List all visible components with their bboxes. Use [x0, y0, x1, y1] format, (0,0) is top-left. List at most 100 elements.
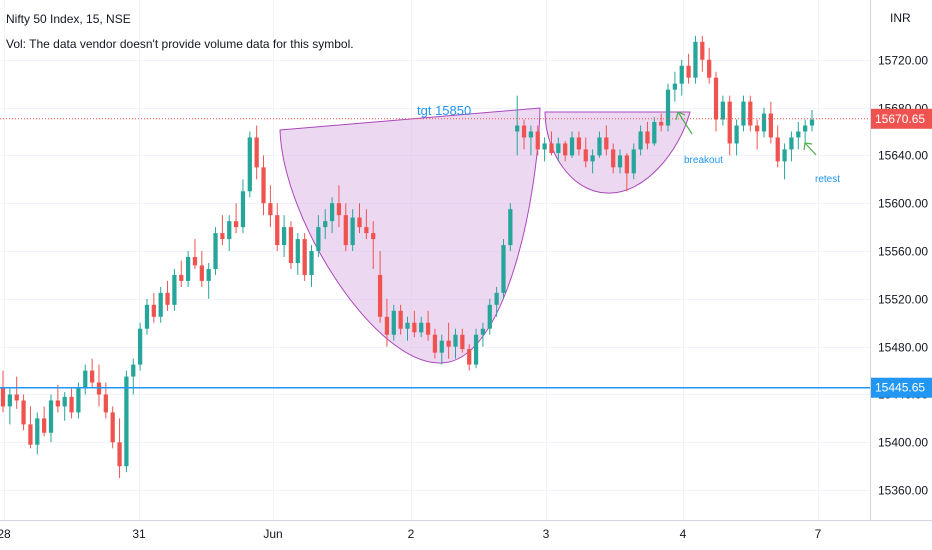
candle — [48, 394, 54, 443]
candle — [309, 245, 314, 287]
candle — [755, 119, 760, 150]
candle — [144, 298, 150, 335]
currency-label: INR — [890, 11, 911, 25]
candle — [727, 95, 732, 156]
candle — [748, 95, 753, 132]
candle — [707, 47, 712, 84]
candle — [103, 382, 108, 419]
time-tick-label: 31 — [132, 527, 146, 541]
candle — [665, 83, 671, 132]
candle — [460, 328, 465, 353]
time-tick-label: 2 — [408, 527, 415, 541]
candle — [69, 388, 74, 419]
retest-arrowhead-icon — [803, 142, 813, 151]
candle — [398, 304, 403, 335]
candle — [42, 406, 47, 437]
candle — [295, 233, 300, 275]
candle — [233, 203, 239, 234]
cup-and-handle-pattern — [279, 107, 691, 364]
candle — [487, 298, 492, 335]
candle — [494, 286, 499, 317]
candle — [329, 197, 335, 234]
svg-text:15445.65: 15445.65 — [875, 381, 925, 395]
candle — [343, 203, 348, 252]
candle — [761, 107, 767, 138]
candle — [425, 310, 431, 341]
candle — [789, 131, 794, 162]
candle — [199, 251, 204, 287]
time-tick-label: 7 — [815, 527, 822, 541]
candle — [508, 203, 513, 252]
candle — [679, 59, 684, 96]
candle — [275, 203, 280, 252]
candle — [583, 137, 588, 168]
candle — [611, 143, 616, 174]
candle — [165, 280, 170, 311]
candle — [700, 35, 705, 72]
candle — [227, 215, 232, 252]
candle — [0, 370, 6, 413]
candle — [110, 406, 115, 449]
candle — [672, 71, 678, 102]
candle — [453, 328, 458, 359]
candle — [371, 221, 376, 269]
candle — [377, 251, 383, 323]
candle — [720, 95, 725, 126]
last-price-badge: 15670.65 — [871, 108, 932, 129]
candle — [357, 203, 362, 234]
candle — [782, 143, 787, 180]
candle — [473, 328, 479, 369]
candle — [90, 358, 95, 389]
candle — [55, 384, 60, 413]
candle — [624, 153, 630, 192]
candle — [556, 137, 561, 162]
cup-shape — [279, 107, 541, 364]
candle — [597, 131, 602, 158]
candle — [796, 121, 801, 150]
candle — [645, 121, 650, 150]
candle — [220, 215, 225, 246]
breakout-arrow-icon — [677, 111, 693, 135]
price-tick-label: 15560.00 — [878, 245, 928, 259]
candle — [247, 131, 252, 198]
time-tick-label: Jun — [263, 527, 282, 541]
candle — [501, 239, 506, 299]
time-scale[interactable]: 28 31 Jun 2 3 4 7 — [0, 527, 822, 541]
price-tick-label: 15640.00 — [878, 149, 928, 163]
candle — [419, 316, 424, 338]
candle — [158, 286, 163, 323]
time-tick-label: 3 — [543, 527, 550, 541]
candle — [521, 119, 527, 150]
candle — [631, 143, 636, 180]
retest-annotation: retest — [815, 174, 840, 185]
candle — [336, 185, 342, 228]
candle — [535, 125, 540, 156]
candle — [83, 364, 88, 395]
candle — [809, 109, 815, 132]
candle — [350, 209, 355, 252]
candle — [405, 316, 410, 341]
candle — [35, 412, 40, 455]
volume-legend: Vol: The data vendor doesn't provide vol… — [6, 37, 354, 51]
price-tick-label: 15720.00 — [878, 54, 928, 68]
candle — [302, 233, 307, 281]
candle — [172, 268, 177, 311]
target-annotation: tgt 15850 — [417, 103, 471, 118]
symbol-legend[interactable]: Nifty 50 Index, 15, NSE — [6, 12, 131, 26]
candle — [117, 418, 122, 479]
candle — [652, 117, 657, 146]
breakout-arrowhead-icon — [675, 111, 686, 121]
time-tick-label: 4 — [680, 527, 687, 541]
candle — [569, 131, 575, 158]
candle — [686, 53, 691, 84]
candle — [734, 119, 739, 156]
svg-text:15670.65: 15670.65 — [875, 112, 925, 126]
candles — [0, 35, 815, 479]
candle — [316, 215, 321, 258]
candle — [432, 328, 438, 359]
candle — [268, 185, 273, 228]
candle — [62, 392, 67, 421]
price-tick-label: 15480.00 — [878, 341, 928, 355]
